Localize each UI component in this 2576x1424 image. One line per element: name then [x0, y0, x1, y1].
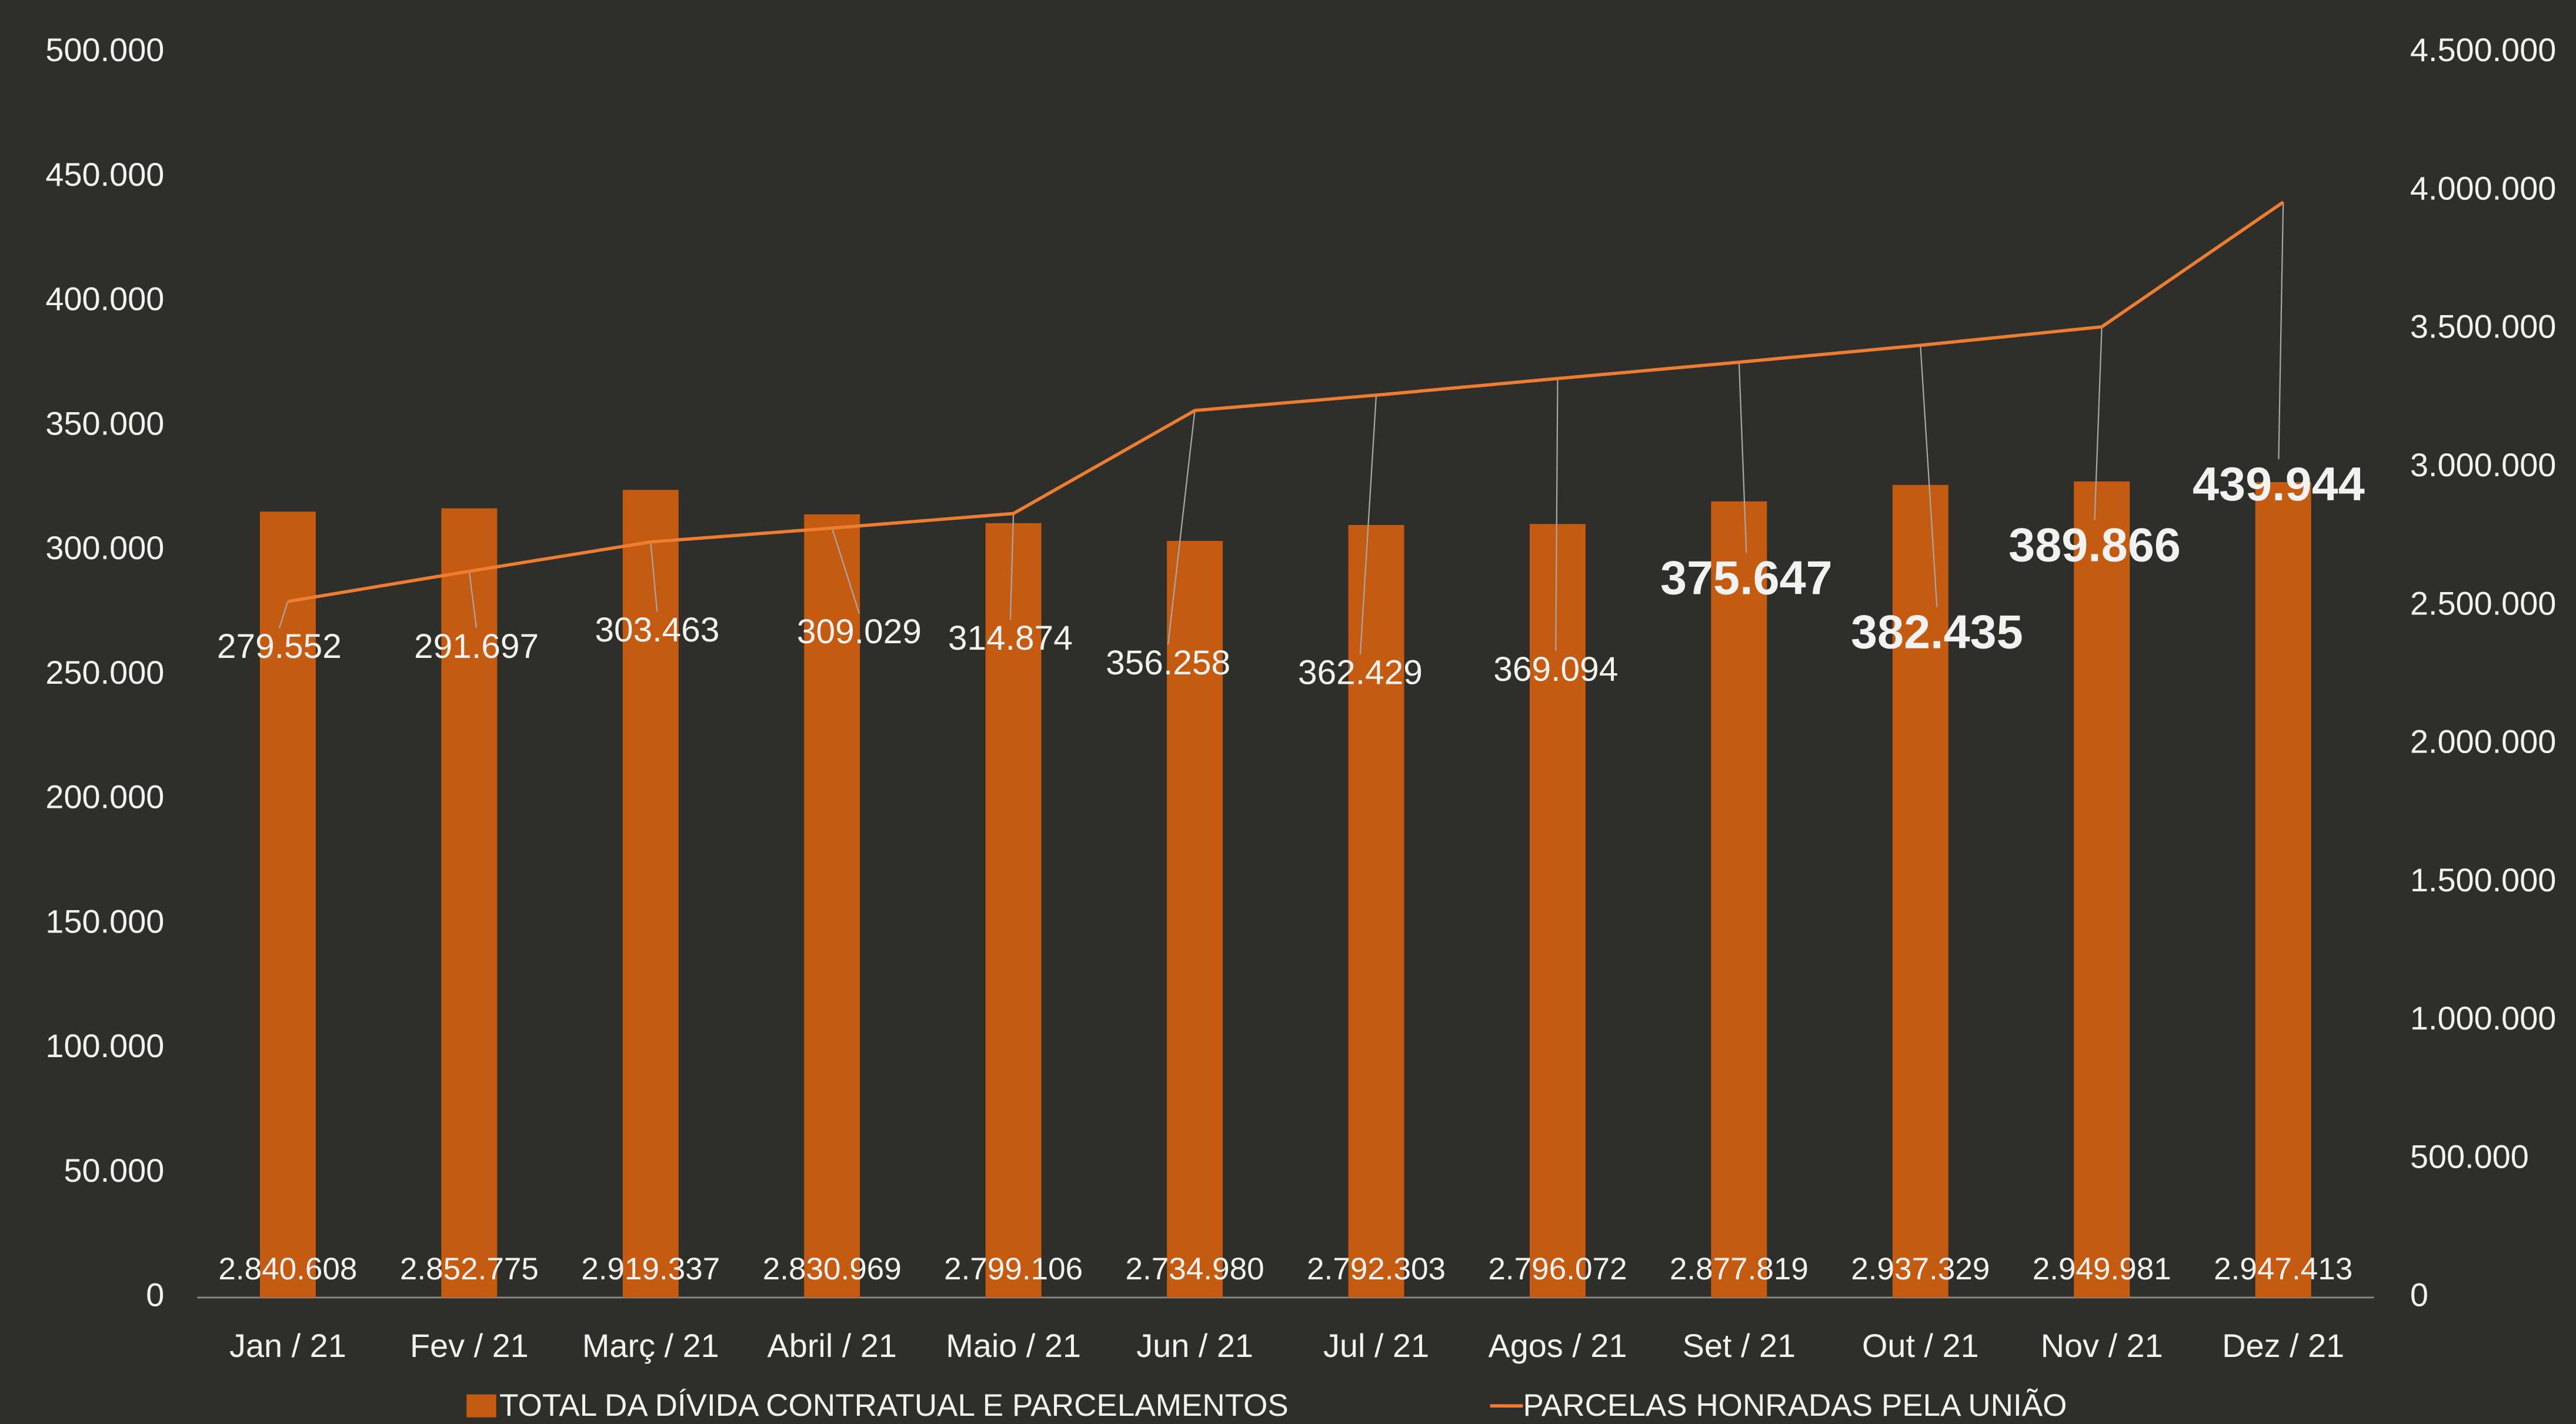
bar-value-label: 2.796.072: [1488, 1252, 1627, 1286]
bar-value-label: 2.852.775: [400, 1252, 539, 1286]
x-tick-label: Fev / 21: [410, 1327, 529, 1364]
bar-value-label: 2.877.819: [1670, 1252, 1808, 1286]
leader-line: [831, 527, 860, 614]
x-tick-label: Jul / 21: [1323, 1327, 1429, 1364]
leader-line: [278, 601, 289, 629]
x-tick-label: Out / 21: [1862, 1327, 1979, 1364]
bar: [1892, 484, 1948, 1298]
x-tick-label: Jan / 21: [229, 1327, 346, 1364]
line-value-label: 389.866: [2008, 519, 2181, 571]
y-tick-label: 0: [146, 1276, 164, 1313]
bar-value-label: 2.840.608: [218, 1252, 357, 1286]
legend-label: PARCELAS HONRADAS PELA UNIÃO: [1523, 1388, 2067, 1423]
leader-line: [650, 541, 658, 612]
bar: [985, 523, 1042, 1298]
legend-swatch: [466, 1394, 496, 1418]
y2-tick-label: 4.500.000: [2410, 31, 2557, 68]
y2-tick-label: 4.000.000: [2410, 169, 2557, 206]
bar-value-label: 2.949.981: [2033, 1252, 2171, 1286]
line-value-label: 369.094: [1493, 650, 1618, 688]
bar: [622, 490, 679, 1298]
y-tick-label: 500.000: [45, 31, 164, 68]
x-tick-label: Març / 21: [582, 1327, 719, 1364]
y-tick-label: 150.000: [45, 902, 164, 940]
y-tick-label: 350.000: [45, 405, 164, 442]
y-tick-label: 100.000: [45, 1027, 164, 1064]
leader-line: [2094, 326, 2103, 520]
leader-line: [1920, 345, 1938, 607]
bar-value-label: 2.799.106: [944, 1252, 1083, 1286]
leader-line: [1555, 378, 1559, 651]
bar: [804, 514, 860, 1298]
x-tick-label: Set / 21: [1683, 1327, 1796, 1364]
line-value-label: 362.429: [1298, 654, 1423, 692]
line-value-label: 291.697: [414, 627, 539, 666]
line-value-label: 314.874: [948, 619, 1073, 657]
leader-line: [468, 571, 478, 629]
bar: [441, 508, 498, 1298]
bar-value-label: 2.947.413: [2214, 1252, 2353, 1286]
legend-label: TOTAL DA DÍVIDA CONTRATUAL E PARCELAMENT…: [499, 1388, 1289, 1423]
leader-line: [1738, 362, 1747, 553]
line-value-label: 279.552: [217, 627, 342, 666]
line-value-label: 356.258: [1106, 644, 1230, 682]
bar: [1711, 501, 1767, 1298]
line-value-label: 309.029: [797, 613, 922, 651]
y-tick-label: 250.000: [45, 654, 164, 691]
x-tick-label: Jun / 21: [1136, 1327, 1253, 1364]
bar-value-label: 2.830.969: [763, 1252, 902, 1286]
x-tick-label: Nov / 21: [2041, 1327, 2163, 1364]
y2-tick-label: 3.500.000: [2410, 308, 2557, 345]
bar: [1167, 540, 1223, 1298]
leader-line: [1167, 410, 1196, 645]
x-tick-label: Dez / 21: [2222, 1327, 2344, 1364]
leader-line: [2278, 202, 2284, 460]
bar-value-label: 2.734.980: [1126, 1252, 1264, 1286]
y-tick-label: 300.000: [45, 529, 164, 566]
x-tick-label: Abril / 21: [768, 1327, 897, 1364]
y2-tick-label: 1.000.000: [2410, 1000, 2557, 1037]
leader-line: [1359, 395, 1377, 655]
line-value-label: 375.647: [1660, 551, 1833, 604]
y-tick-label: 450.000: [45, 156, 164, 193]
leader-line: [1009, 513, 1015, 620]
bar: [2255, 482, 2311, 1298]
line: [287, 200, 2284, 603]
y2-tick-label: 500.000: [2410, 1138, 2529, 1175]
line-value-label: 382.435: [1851, 606, 2023, 658]
y2-tick-label: 1.500.000: [2410, 861, 2557, 898]
y-tick-label: 50.000: [64, 1152, 164, 1189]
x-tick-label: Maio / 21: [946, 1327, 1081, 1364]
y-tick-label: 400.000: [45, 280, 164, 317]
bar-value-label: 2.792.303: [1307, 1252, 1446, 1286]
y2-tick-label: 3.000.000: [2410, 446, 2557, 483]
bar: [1529, 524, 1586, 1298]
bar-value-label: 2.937.329: [1851, 1252, 1990, 1286]
line-value-label: 439.944: [2193, 458, 2365, 511]
bar: [259, 512, 316, 1298]
bar-value-label: 2.919.337: [581, 1252, 720, 1286]
line-value-label: 303.463: [595, 611, 719, 649]
y2-tick-label: 2.500.000: [2410, 584, 2557, 621]
bar: [2074, 481, 2130, 1298]
y-tick-label: 200.000: [45, 778, 164, 815]
y2-tick-label: 2.000.000: [2410, 723, 2557, 760]
x-tick-label: Agos / 21: [1488, 1327, 1627, 1364]
bar: [1348, 524, 1404, 1298]
y2-tick-label: 0: [2410, 1276, 2428, 1313]
